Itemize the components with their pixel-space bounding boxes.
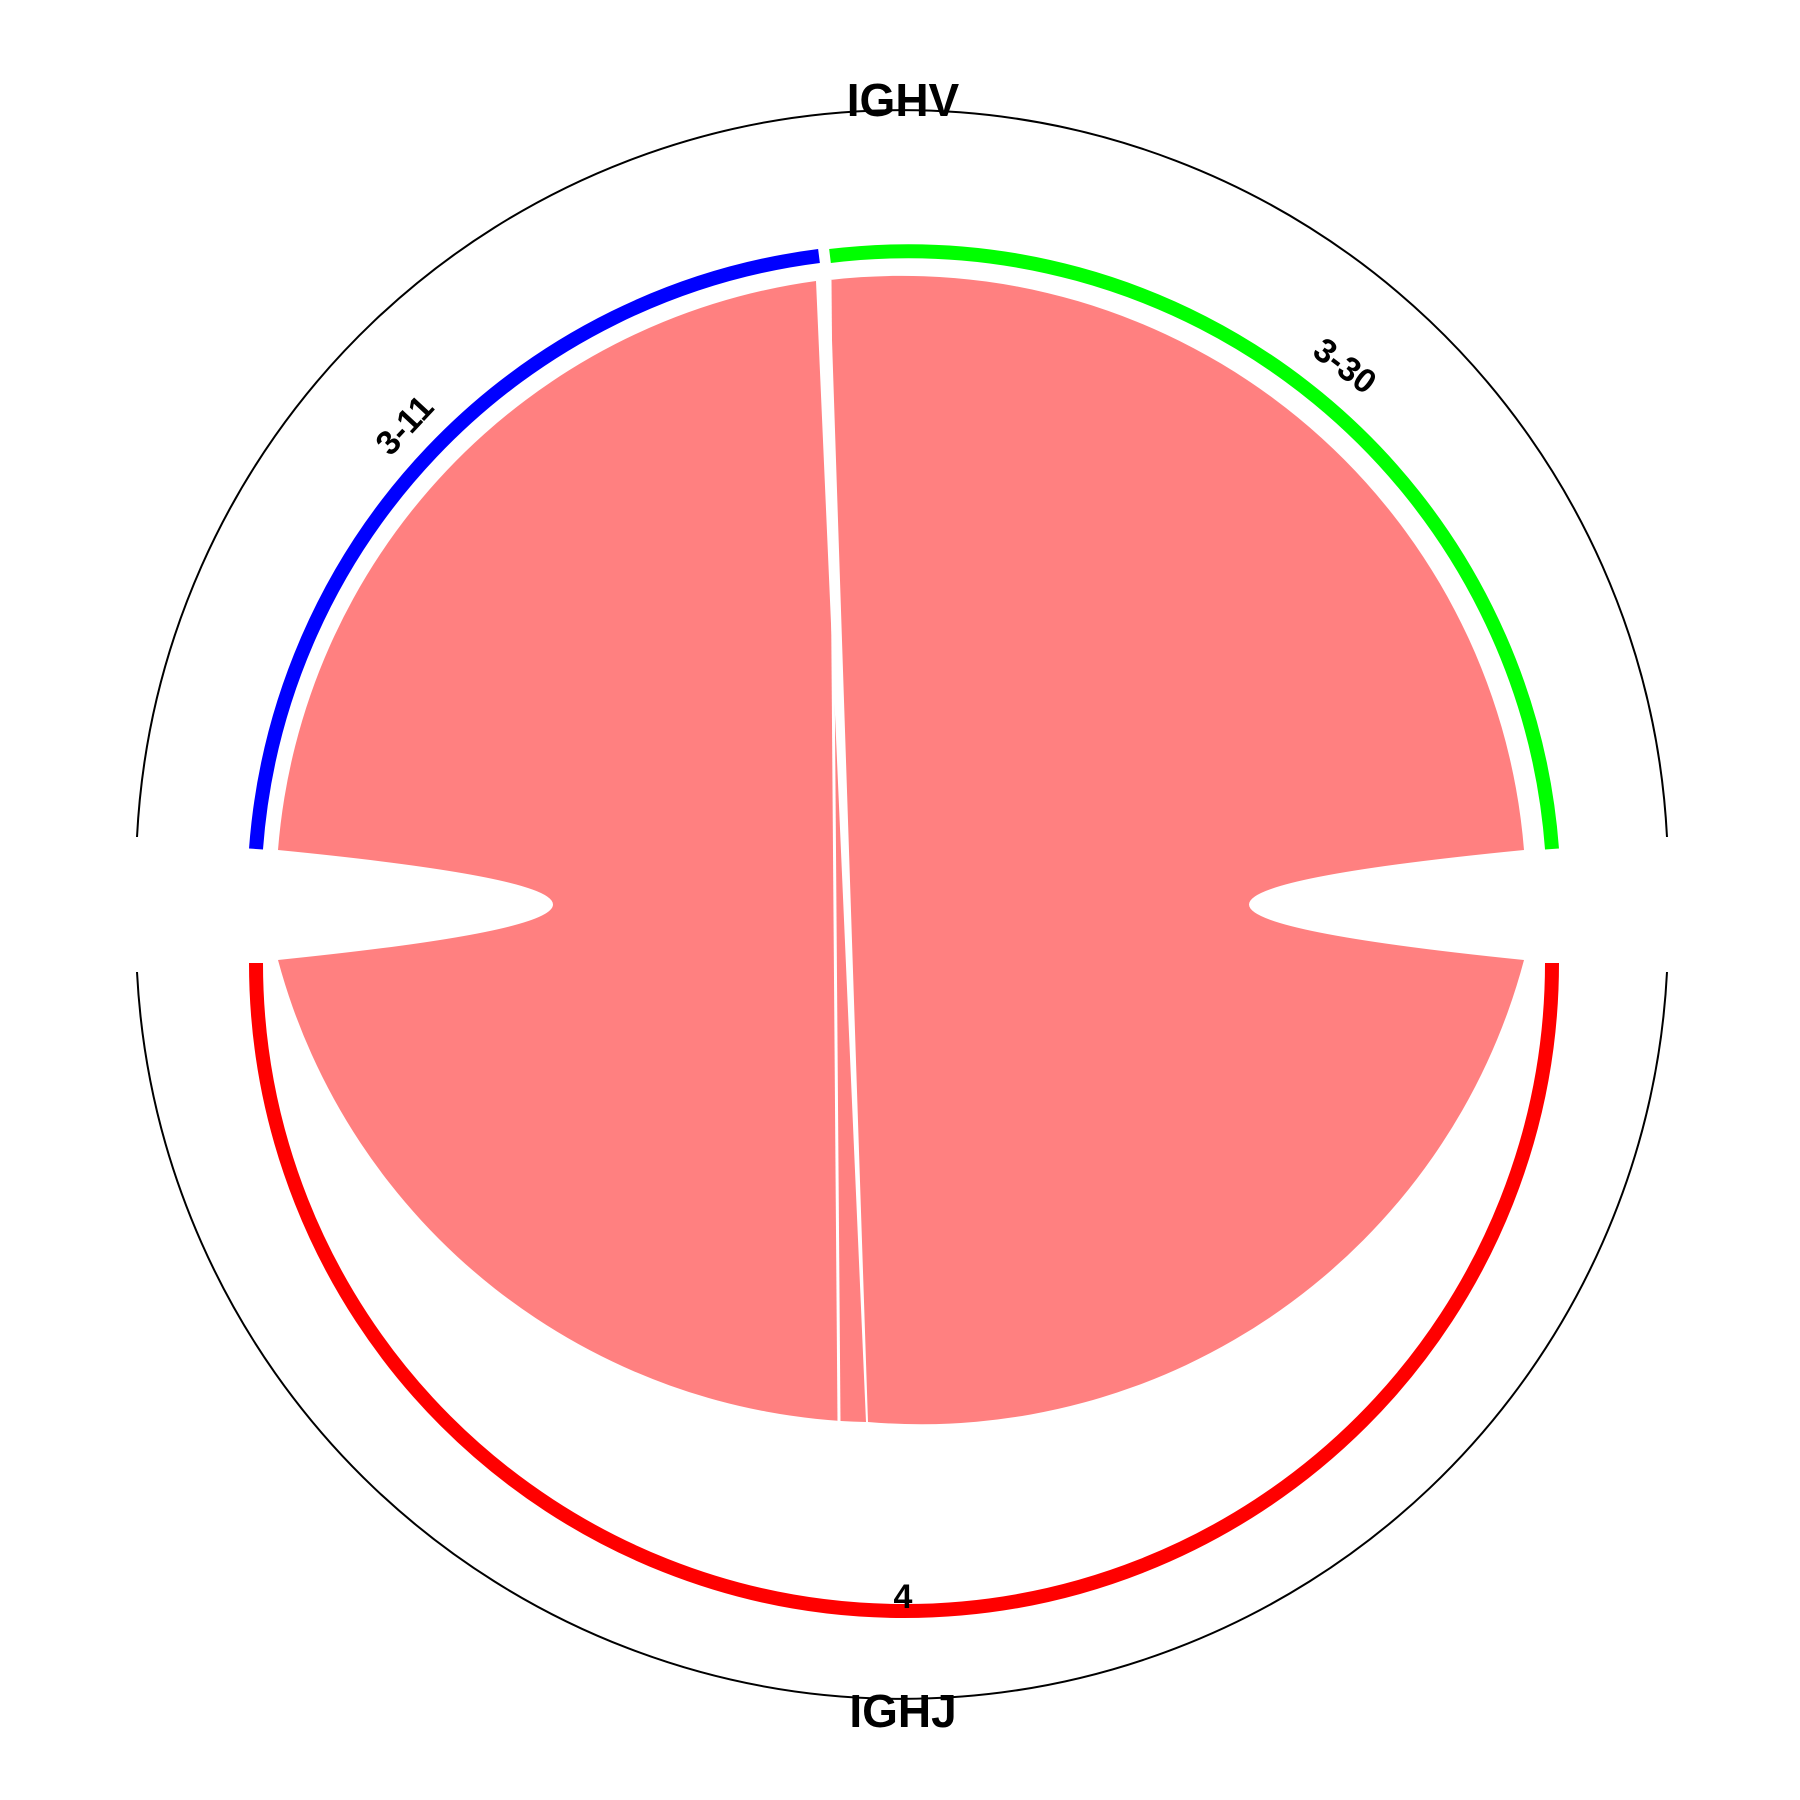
segment-arc-3-11: [249, 249, 820, 850]
group-label-ighv: IGHV: [847, 74, 960, 126]
outer-ring-ighj: [136, 971, 1668, 1700]
segment-arc-4: [249, 962, 1559, 1618]
outer-ring-ighv: [136, 109, 1668, 838]
ribbon-separator: [828, 279, 841, 1423]
group-label-ighj: IGHJ: [849, 1685, 956, 1737]
ribbon-3-11-to-4: [278, 281, 866, 1422]
ribbon-3-30-to-4: [830, 275, 1524, 1425]
segment-label-4: 4: [894, 1578, 913, 1616]
segment-arc-3-30: [829, 244, 1559, 850]
